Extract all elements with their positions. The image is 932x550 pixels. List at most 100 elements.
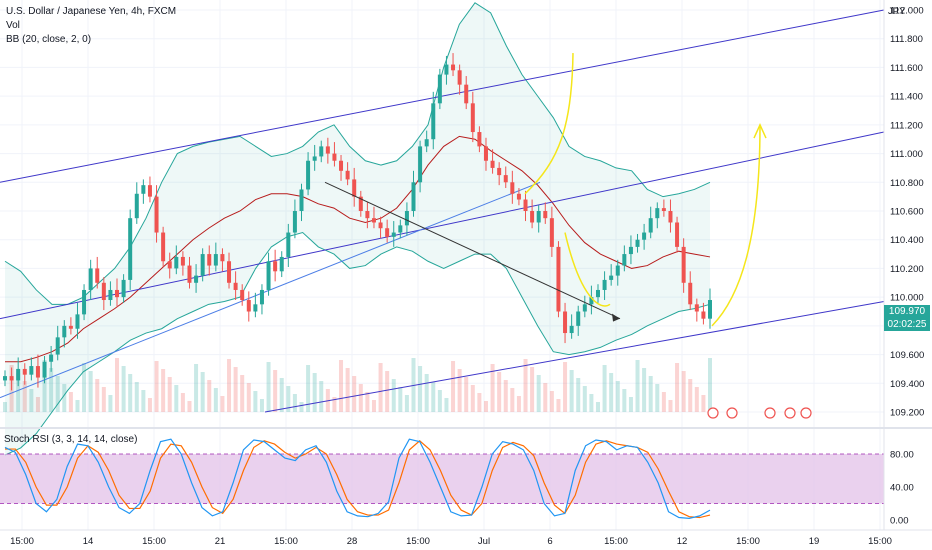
volume-bar — [3, 402, 7, 412]
candle-body — [339, 160, 344, 171]
candle-body — [75, 314, 80, 329]
candle-body — [259, 289, 264, 305]
time-tick-label: 15:00 — [736, 536, 760, 547]
time-tick-label: 14 — [83, 536, 94, 547]
candle-body — [180, 256, 185, 266]
volume-bar — [497, 372, 502, 412]
legend-vol[interactable]: Vol — [6, 20, 20, 31]
candle-body — [306, 160, 311, 190]
legend-symbol[interactable]: U.S. Dollar / Japanese Yen, 4h, FXCM — [6, 6, 177, 17]
volume-bar — [701, 395, 706, 412]
rsi-tick-label: 40.00 — [890, 483, 914, 494]
volume-bar — [141, 390, 146, 412]
price-tick-label: 110.600 — [890, 207, 924, 218]
candle-body — [437, 74, 442, 104]
volume-bar — [457, 369, 462, 412]
candle-body — [371, 218, 376, 223]
volume-bar — [385, 371, 390, 412]
candle-body — [22, 368, 27, 375]
drawings[interactable] — [324, 53, 767, 327]
candle-body — [635, 239, 640, 247]
candle-body — [675, 222, 680, 247]
candle-body — [549, 218, 554, 247]
price-tick-label: 110.800 — [890, 178, 924, 189]
candle-body — [128, 218, 133, 280]
candles — [3, 53, 712, 391]
candle-body — [286, 232, 291, 257]
yellow-projection-2 — [564, 232, 611, 307]
volume-bar — [213, 388, 218, 412]
volume-bar — [194, 364, 199, 412]
price-tick-label: 109.600 — [890, 350, 924, 361]
volume-bar — [483, 401, 488, 412]
bollinger-band-fill — [5, 2, 710, 456]
candle-body — [319, 146, 324, 157]
candle-body — [655, 208, 660, 219]
candle-body — [628, 246, 633, 255]
candle-body — [668, 211, 673, 223]
volume-bar — [55, 376, 60, 412]
channel-line — [264, 300, 885, 413]
candle-body — [3, 376, 7, 381]
currency-label: JPY — [888, 6, 906, 17]
candle-body — [470, 103, 475, 133]
price-tick-label: 110.200 — [890, 264, 924, 275]
candle-body — [464, 84, 469, 104]
time-tick-label: 15:00 — [274, 536, 298, 547]
candle-body — [398, 225, 403, 233]
volume-bar — [523, 359, 528, 412]
candle-body — [141, 185, 146, 194]
candle-body — [615, 265, 620, 276]
volume-bar — [477, 393, 482, 412]
candle-body — [292, 211, 297, 233]
volume-bar — [431, 382, 436, 412]
candle-body — [108, 289, 113, 301]
volume-bar — [352, 376, 357, 412]
candle-body — [299, 189, 304, 211]
volume-bar — [675, 363, 680, 412]
legend-bb[interactable]: BB (20, close, 2, 0) — [6, 34, 92, 45]
candle-body — [708, 300, 712, 319]
candle-body — [167, 261, 172, 269]
candle-body — [595, 289, 600, 298]
price-tick-label: 111.800 — [890, 34, 923, 45]
candle-body — [95, 268, 100, 283]
yellow-projection-1 — [524, 53, 574, 195]
event-markers[interactable] — [707, 407, 812, 419]
candle-body — [154, 196, 159, 233]
candle-body — [444, 64, 449, 75]
candle-body — [16, 368, 21, 381]
stoch-rsi-legend[interactable]: Stoch RSI (3, 3, 14, 14, close) — [4, 434, 138, 445]
candle-body — [602, 279, 607, 290]
volume-bar — [648, 376, 653, 412]
volume-bar — [708, 358, 712, 412]
volume-bar — [371, 400, 376, 412]
candle-body — [582, 304, 587, 312]
candle-body — [661, 208, 666, 211]
volume-bars — [3, 358, 712, 412]
trend-lines[interactable] — [0, 9, 885, 413]
candle-body — [378, 222, 383, 229]
volume-bar — [391, 379, 396, 412]
volume-bar — [358, 384, 363, 412]
candle-body — [220, 254, 225, 262]
volume-bar — [88, 371, 93, 412]
time-tick-label: Jul — [478, 536, 490, 547]
time-tick-label: 28 — [347, 536, 358, 547]
bollinger-lower — [4, 231, 711, 456]
volume-bar — [279, 378, 284, 412]
volume-bar — [490, 364, 495, 412]
volume-bar — [602, 365, 607, 412]
candle-body — [483, 146, 488, 161]
candle-body — [510, 182, 515, 194]
candle-body — [121, 279, 126, 298]
volume-bar — [319, 381, 324, 412]
candle-body — [101, 282, 106, 301]
volume-bar — [510, 388, 515, 412]
volume-bar — [688, 379, 693, 412]
candle-body — [516, 193, 521, 200]
volume-bar — [292, 394, 297, 412]
volume-bar — [628, 397, 633, 412]
candle-body — [35, 366, 40, 378]
